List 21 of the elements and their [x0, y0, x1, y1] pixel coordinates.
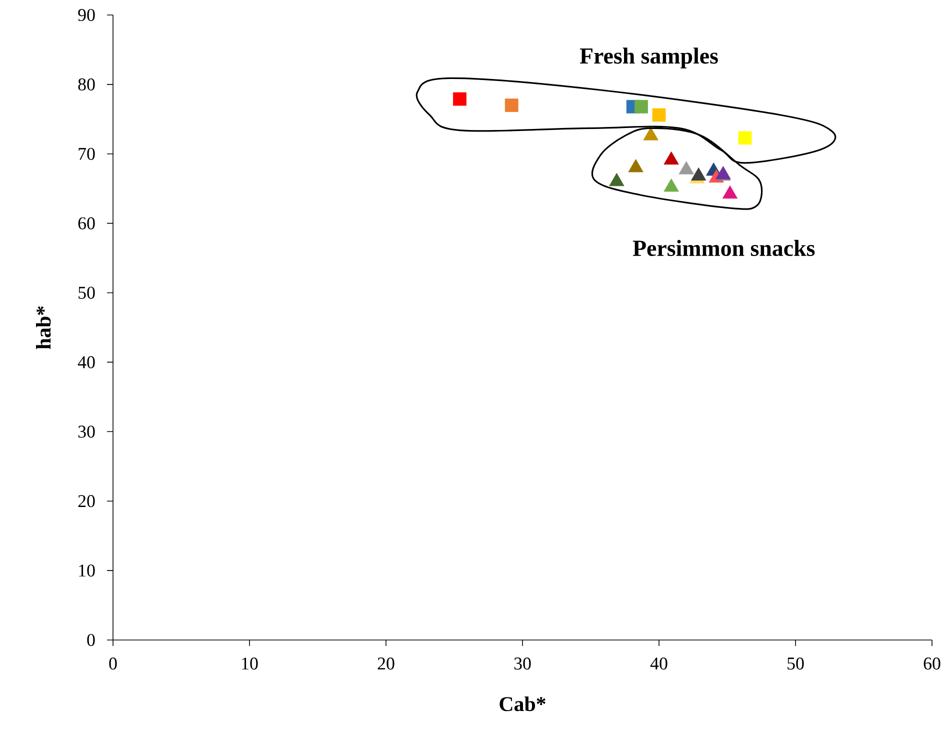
- y-tick-label: 0: [87, 634, 95, 646]
- x-axis-title: Cab*: [500, 696, 546, 712]
- y-tick-label: 90: [78, 8, 95, 22]
- y-tick-label: 60: [78, 217, 95, 230]
- y-axis-title: hab*: [36, 306, 51, 350]
- annotation: Persimmon snacks: [632, 240, 815, 256]
- x-tick-label: 20: [378, 658, 394, 670]
- y-tick-label: 10: [79, 564, 95, 577]
- y-tick-label: 50: [78, 286, 95, 299]
- x-tick-label: 40: [650, 658, 668, 670]
- y-tick-label: 30: [78, 426, 95, 438]
- x-tick-label: 10: [242, 658, 258, 670]
- y-tick-label: 40: [78, 356, 95, 368]
- x-tick-label: 0: [109, 658, 117, 670]
- x-tick-label: 60: [924, 658, 940, 670]
- y-tick-label: 70: [78, 148, 95, 160]
- y-tick-label: 20: [78, 495, 95, 508]
- x-tick-label: 30: [514, 658, 531, 670]
- y-tick-label: 80: [78, 78, 95, 90]
- x-tick-label: 50: [788, 658, 804, 670]
- annotation: Fresh samples: [580, 48, 718, 68]
